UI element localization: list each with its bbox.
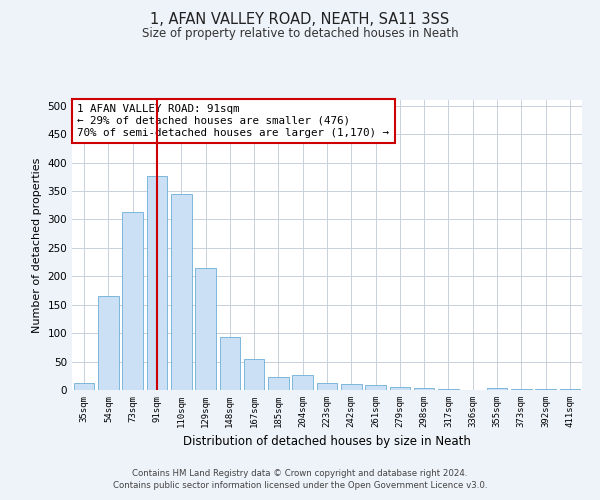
Bar	[268, 377, 289, 390]
Bar	[244, 358, 265, 390]
Text: 1, AFAN VALLEY ROAD, NEATH, SA11 3SS: 1, AFAN VALLEY ROAD, NEATH, SA11 3SS	[151, 12, 449, 28]
Bar	[292, 374, 313, 390]
Bar	[365, 385, 386, 390]
Bar	[389, 386, 410, 390]
Bar	[220, 337, 240, 390]
Bar	[414, 388, 434, 390]
Text: Size of property relative to detached houses in Neath: Size of property relative to detached ho…	[142, 28, 458, 40]
X-axis label: Distribution of detached houses by size in Neath: Distribution of detached houses by size …	[183, 436, 471, 448]
Bar	[74, 382, 94, 390]
Y-axis label: Number of detached properties: Number of detached properties	[32, 158, 42, 332]
Bar	[341, 384, 362, 390]
Bar	[171, 194, 191, 390]
Text: 1 AFAN VALLEY ROAD: 91sqm
← 29% of detached houses are smaller (476)
70% of semi: 1 AFAN VALLEY ROAD: 91sqm ← 29% of detac…	[77, 104, 389, 138]
Bar	[146, 176, 167, 390]
Bar	[560, 389, 580, 390]
Bar	[487, 388, 508, 390]
Text: Contains HM Land Registry data © Crown copyright and database right 2024.
Contai: Contains HM Land Registry data © Crown c…	[113, 468, 487, 490]
Bar	[98, 296, 119, 390]
Bar	[195, 268, 216, 390]
Bar	[438, 389, 459, 390]
Bar	[317, 382, 337, 390]
Bar	[122, 212, 143, 390]
